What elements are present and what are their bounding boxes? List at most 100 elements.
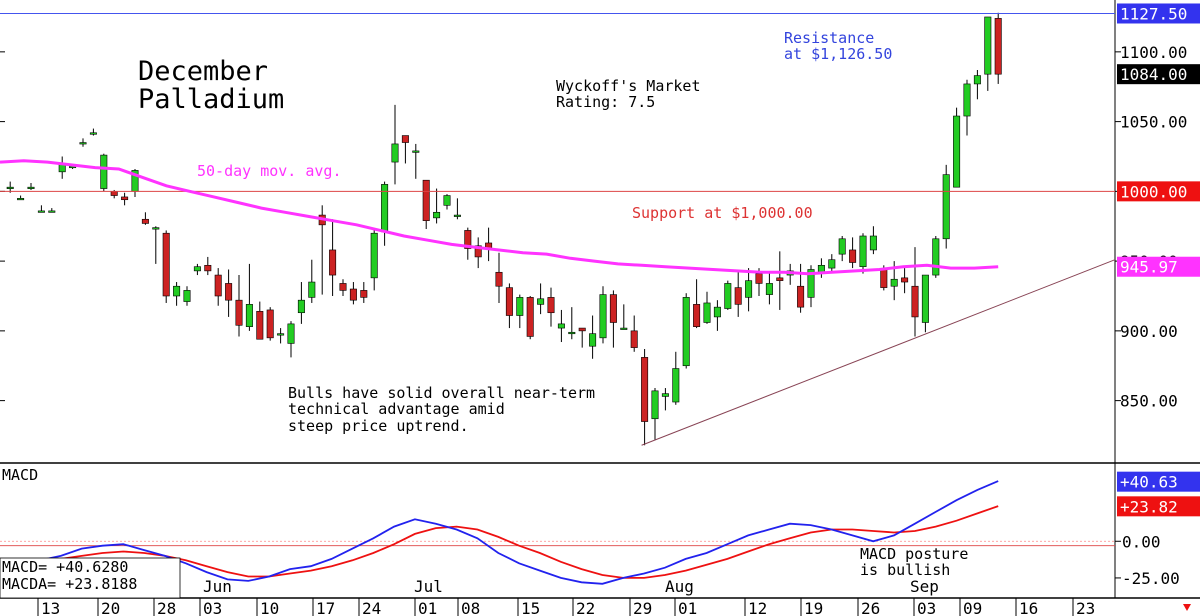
rating-line1: Wyckoff's Market	[556, 77, 701, 95]
price-label-text: 945.97	[1120, 258, 1178, 277]
candle-down	[505, 287, 513, 316]
candle-down	[360, 290, 368, 298]
macd-line	[39, 480, 999, 585]
overlays	[0, 12, 1116, 446]
date-label: 20	[101, 599, 120, 616]
candle-up	[620, 327, 628, 330]
price-tick-label: 1050.00	[1120, 113, 1187, 132]
candles	[6, 12, 1002, 446]
candle-up	[152, 227, 160, 230]
date-label: 03	[203, 599, 222, 616]
candle-up	[245, 304, 253, 327]
date-label: 17	[316, 599, 335, 616]
candle-down	[464, 230, 472, 249]
price-label-text: 1000.00	[1120, 182, 1187, 201]
price-tick-label: 850.00	[1120, 392, 1178, 411]
candle-down	[776, 277, 784, 281]
ma50-line	[0, 159, 999, 276]
macd-label-text: +23.82	[1120, 497, 1178, 516]
candle-up	[953, 115, 961, 188]
candle-up	[921, 274, 929, 323]
chart-title-line1: December	[138, 56, 268, 87]
candle-up	[651, 390, 659, 420]
macd-label-box	[1117, 496, 1200, 517]
macd-readout-box	[0, 557, 181, 599]
candle-down	[110, 191, 118, 196]
candle-up	[443, 195, 451, 206]
candle-down	[225, 283, 233, 301]
candle-up	[6, 186, 14, 189]
date-label: 15	[521, 599, 540, 616]
candle-down	[339, 283, 347, 291]
date-label: 24	[362, 599, 381, 616]
macd-tick-label: -25.00	[1122, 569, 1180, 588]
candle-up	[173, 285, 181, 297]
candle-down	[162, 232, 170, 297]
candle-down	[401, 135, 409, 143]
candle-down	[204, 264, 212, 272]
date-label: 16	[1019, 599, 1038, 616]
note-line2: technical advantage amid	[288, 400, 505, 418]
candle-down	[141, 218, 149, 224]
candle-up	[942, 174, 950, 240]
resistance-label-line2: at $1,126.50	[784, 45, 892, 63]
candle-down	[901, 277, 909, 283]
candle-down	[121, 196, 129, 201]
candle-down	[547, 297, 555, 314]
candle-down	[422, 179, 430, 221]
candle-up	[277, 333, 285, 336]
macd-tick-label: 0.00	[1122, 532, 1161, 551]
candle-up	[703, 302, 711, 323]
candle-up	[838, 238, 846, 255]
candle-down	[641, 357, 649, 422]
macd-readout-2: MACDA= +23.8188	[2, 575, 137, 593]
candle-down	[797, 285, 805, 308]
resistance-label-line1: Resistance	[784, 29, 874, 47]
ma-label: 50-day mov. avg.	[197, 162, 342, 180]
candle-up	[433, 211, 441, 219]
candle-up	[516, 297, 524, 316]
candle-up	[370, 232, 378, 279]
macd-label-text: +40.63	[1120, 473, 1178, 492]
candle-up	[828, 259, 836, 269]
candle-up	[297, 299, 305, 314]
candle-up	[17, 198, 25, 201]
candle-down	[474, 245, 482, 258]
date-label: 01	[418, 599, 437, 616]
candle-up	[963, 83, 971, 117]
candle-up	[412, 150, 420, 153]
candle-up	[287, 323, 295, 344]
scroll-down-icon	[1183, 604, 1191, 611]
candle-up	[589, 333, 597, 347]
macda-line	[39, 505, 999, 579]
date-label: 10	[260, 599, 279, 616]
candle-up	[984, 16, 992, 75]
candle-down	[349, 288, 357, 301]
candle-up	[89, 132, 97, 135]
candle-up	[869, 235, 877, 251]
candle-down	[609, 294, 617, 323]
price-label-box	[1117, 3, 1200, 24]
date-label: 12	[748, 599, 767, 616]
date-label: 01	[678, 599, 697, 616]
price-label-box	[1117, 256, 1200, 277]
candle-up	[27, 186, 35, 189]
candle-up	[973, 75, 981, 85]
date-label: 19	[804, 599, 823, 616]
uptrend-line	[641, 259, 1116, 446]
candle-up	[765, 283, 773, 295]
month-label: Jun	[203, 577, 232, 596]
price-label-box	[1117, 181, 1200, 202]
candle-up	[568, 331, 576, 335]
candle-down	[849, 249, 857, 263]
date-label: 13	[41, 599, 60, 616]
date-label: 03	[917, 599, 936, 616]
candle-down	[578, 327, 586, 332]
date-label: 23	[1076, 599, 1095, 616]
date-label: 29	[633, 599, 652, 616]
candle-up	[661, 393, 669, 397]
candle-up	[193, 266, 201, 272]
price-label-text: 1084.00	[1120, 65, 1187, 84]
rating-line2: Rating: 7.5	[556, 93, 655, 111]
